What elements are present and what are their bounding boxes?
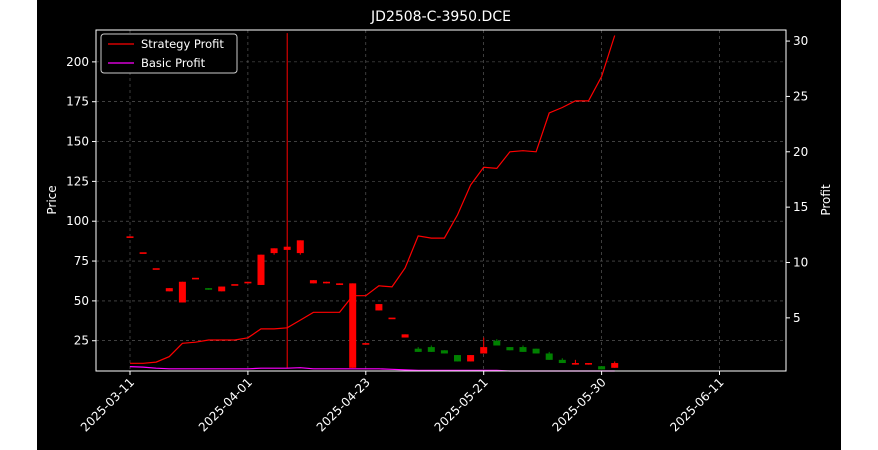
candle-body — [545, 353, 553, 360]
candle-body — [362, 343, 370, 345]
candle-body — [244, 281, 252, 284]
y-left-tick-label: 125 — [66, 174, 89, 188]
y-left-tick-label: 200 — [66, 55, 89, 69]
candle-body — [519, 347, 527, 352]
y-right-tick-label: 25 — [793, 89, 808, 103]
candle-body — [532, 348, 540, 354]
y-left-tick-label: 75 — [74, 254, 89, 268]
legend-box — [100, 33, 238, 74]
strategy-profit-line — [130, 35, 616, 364]
candle-body — [205, 288, 213, 290]
candle-body — [336, 283, 344, 285]
candle-body — [270, 248, 278, 254]
legend-strategy-label: Strategy Profit — [141, 37, 224, 51]
y-left-tick-label: 50 — [74, 294, 89, 308]
y-left-tick-label: 150 — [66, 135, 89, 149]
candle-body — [309, 280, 317, 284]
candle-body — [480, 347, 488, 354]
y-right-tick-label: 10 — [793, 256, 808, 270]
y-right-tick-label: 5 — [793, 311, 801, 325]
y-left-tick-label: 175 — [66, 95, 89, 109]
candle-body — [454, 355, 461, 362]
candle-body — [375, 304, 383, 311]
candle-body — [126, 236, 134, 238]
candle-body — [598, 366, 606, 370]
y-axis-right-label: Profit — [819, 184, 833, 216]
candle-body — [414, 348, 422, 352]
candle-body — [165, 288, 173, 292]
candle-body — [178, 281, 186, 303]
grid-lines — [96, 30, 786, 371]
y-left-tick-label: 25 — [74, 334, 89, 348]
candle-body — [506, 347, 514, 351]
candle-body — [152, 268, 160, 270]
candle-body — [218, 286, 226, 292]
candle-body — [323, 281, 330, 284]
figure-background — [37, 0, 841, 450]
candle-body — [440, 350, 448, 354]
legend: Strategy Profit Basic Profit — [100, 33, 238, 74]
candle-body — [192, 277, 199, 280]
candle-body — [571, 363, 579, 365]
y-right-tick-label: 30 — [793, 34, 808, 48]
candle-body — [349, 283, 357, 368]
y-right-tick-label: 20 — [793, 145, 808, 159]
y-axis-left-label: Price — [45, 185, 59, 214]
chart-title: JD2508-C-3950.DCE — [370, 9, 511, 25]
candle-body — [139, 252, 147, 254]
candle-body — [558, 359, 566, 364]
plot-frame — [95, 29, 787, 372]
candle-body — [611, 363, 619, 368]
candle-body — [401, 334, 409, 338]
candle-body — [585, 363, 592, 365]
candle-body — [388, 317, 396, 320]
candle-body — [283, 246, 291, 250]
candle-body — [427, 347, 435, 352]
candle-body — [257, 254, 265, 285]
candle-body — [231, 284, 239, 286]
y-left-tick-label: 100 — [66, 214, 89, 228]
y-right-tick-label: 15 — [793, 200, 808, 214]
candlestick-series — [126, 33, 619, 370]
candle-body — [467, 355, 475, 362]
legend-basic-label: Basic Profit — [141, 56, 206, 70]
candle-body — [493, 340, 501, 346]
candle-body — [296, 240, 304, 254]
